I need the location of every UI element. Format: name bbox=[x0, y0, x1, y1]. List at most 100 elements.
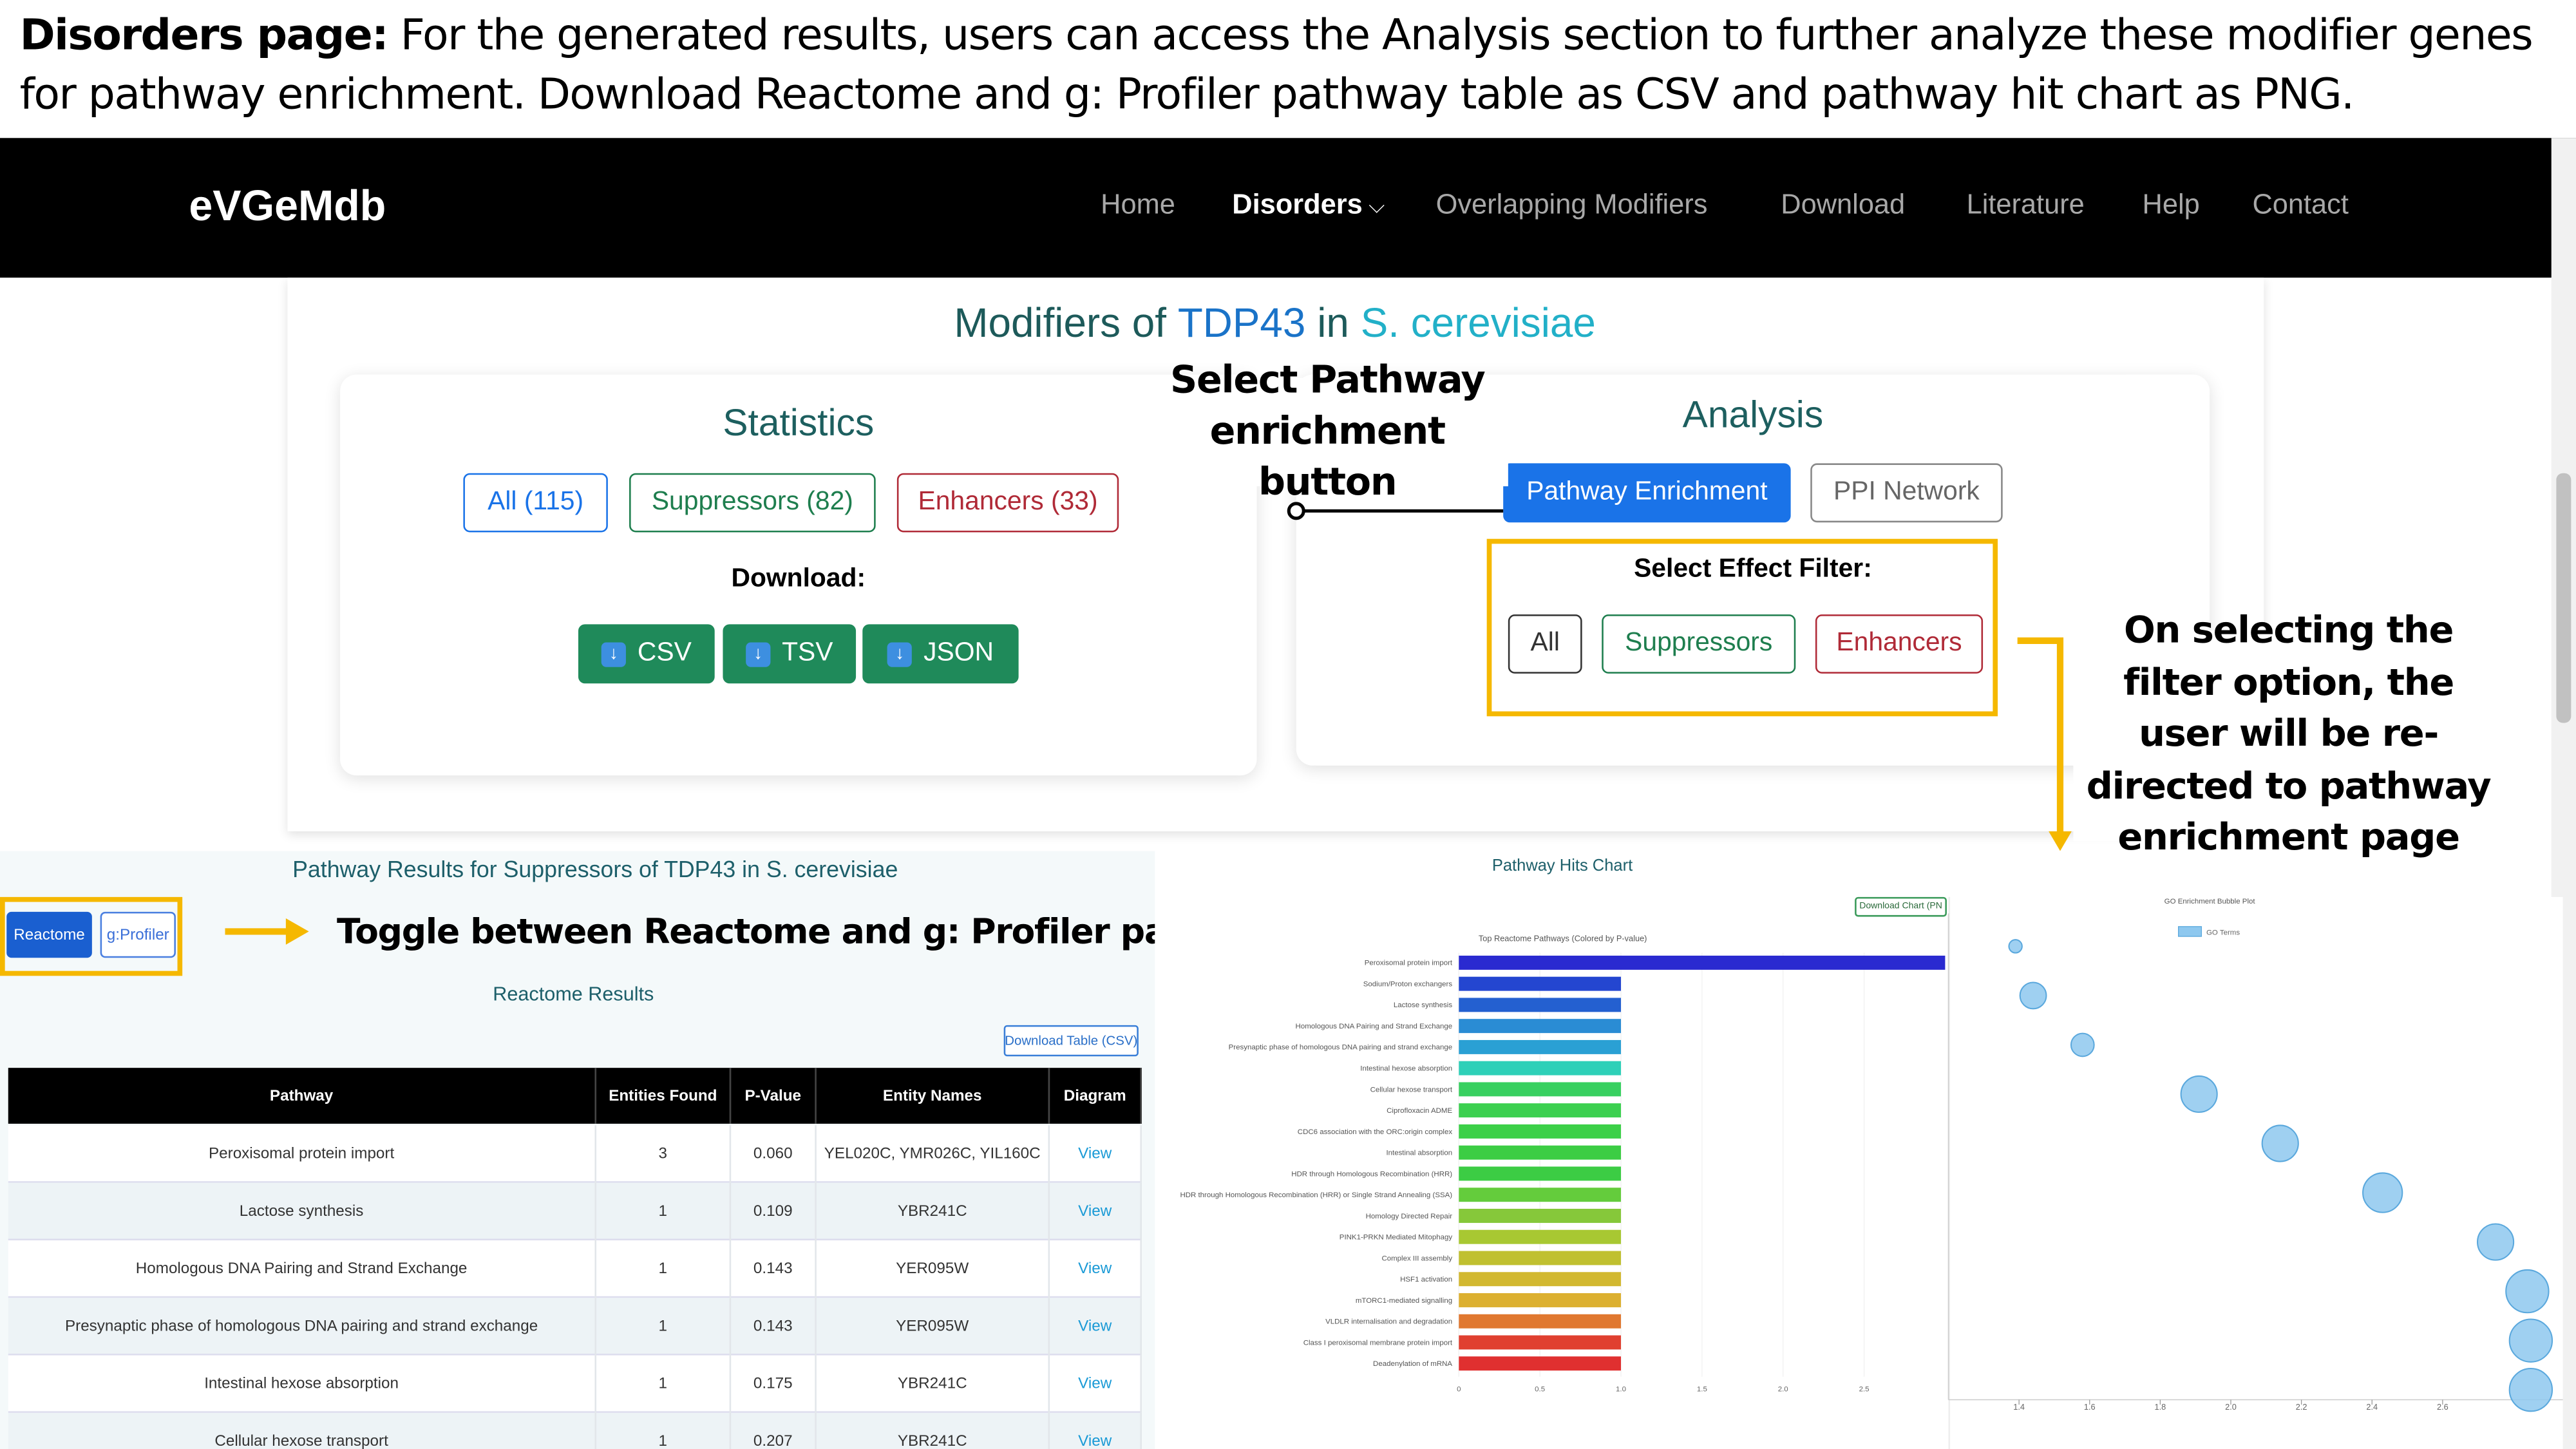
table-cell: Presynaptic phase of homologous DNA pair… bbox=[8, 1298, 597, 1356]
table-cell: Intestinal hexose absorption bbox=[8, 1355, 597, 1413]
hits-title: Pathway Hits Chart bbox=[1492, 857, 1633, 875]
analysis-button[interactable]: Pathway Enrichment bbox=[1503, 463, 1791, 523]
table-header: Entity Names bbox=[816, 1068, 1050, 1124]
download-label: Download: bbox=[731, 565, 866, 593]
brand[interactable]: eVGeMdb bbox=[189, 180, 386, 231]
table-cell: YER095W bbox=[817, 1240, 1050, 1298]
table-cell: 1 bbox=[596, 1355, 732, 1413]
statistics-card bbox=[340, 374, 1257, 776]
title-gene: TDP43 bbox=[1177, 299, 1306, 346]
download-text: TSV bbox=[782, 639, 833, 667]
tab-button[interactable]: g:Profiler bbox=[100, 911, 176, 958]
annotation: On selecting the filter option, the user… bbox=[2073, 610, 2504, 860]
table-cell: 1 bbox=[596, 1182, 732, 1241]
table-cell: YBR241C bbox=[817, 1182, 1050, 1241]
caption-text: For the generated results, users can acc… bbox=[19, 11, 2533, 120]
dropdown-caret bbox=[1368, 197, 1385, 213]
annotation: Toggle between Reactome and g: Profiler … bbox=[336, 911, 1155, 952]
table-row bbox=[8, 1125, 1142, 1183]
table-cell: 3 bbox=[596, 1125, 732, 1183]
stat-button[interactable]: All (115) bbox=[463, 473, 608, 533]
table-row bbox=[8, 1355, 1142, 1413]
table-cell: 0.207 bbox=[731, 1412, 817, 1449]
section-title: Reactome Results bbox=[493, 982, 654, 1006]
navbar: eVGeMdb Home Disorders Overlapping Modifier… bbox=[0, 138, 2576, 278]
highlight-box bbox=[0, 896, 183, 976]
table-row bbox=[8, 1412, 1142, 1449]
hits-panel: Pathway Hits Chart Download Chart (PN bbox=[1155, 851, 1980, 1449]
table-cell: Homologous DNA Pairing and Strand Exchan… bbox=[8, 1240, 597, 1298]
download-icon: ↓ bbox=[887, 641, 913, 667]
nav-link[interactable]: Contact bbox=[2252, 189, 2349, 220]
table-cell: 0.143 bbox=[731, 1298, 817, 1356]
nav-link[interactable]: Download bbox=[1781, 189, 1906, 220]
download-button[interactable]: ↓ JSON bbox=[862, 624, 1019, 684]
download-table-button[interactable]: Download Table (CSV) bbox=[1003, 1025, 1139, 1057]
filter-button[interactable]: Suppressors bbox=[1602, 614, 1796, 674]
download-button[interactable]: ↓ CSV bbox=[578, 624, 715, 684]
results-panel: Pathway Results for Suppressors of TDP43… bbox=[0, 851, 1155, 1449]
table-cell: Cellular hexose transport bbox=[8, 1412, 597, 1449]
table-cell: 0.143 bbox=[731, 1240, 817, 1298]
view-link[interactable]: View bbox=[1050, 1412, 1142, 1449]
table-header: P-Value bbox=[731, 1068, 817, 1124]
scrollbar-thumb bbox=[2556, 473, 2571, 723]
analysis-button[interactable]: PPI Network bbox=[1810, 463, 2003, 523]
view-link[interactable]: View bbox=[1050, 1240, 1142, 1298]
tab-button[interactable]: Reactome bbox=[6, 911, 92, 958]
table-row bbox=[8, 1182, 1142, 1241]
table-cell: Lactose synthesis bbox=[8, 1182, 597, 1241]
modifiers-title: Modifiers of TDP43 in S. cerevisiae bbox=[493, 296, 2057, 352]
nav-link[interactable]: Disorders bbox=[1232, 189, 1363, 220]
caption-lead: Disorders page: bbox=[19, 11, 389, 61]
table-header: Entities Found bbox=[596, 1068, 732, 1124]
stat-button[interactable]: Enhancers (33) bbox=[896, 473, 1119, 533]
table-cell: 1 bbox=[596, 1240, 732, 1298]
title-in: in bbox=[1317, 299, 1349, 346]
nav-link[interactable]: Help bbox=[2142, 189, 2200, 220]
filter-button[interactable]: All bbox=[1508, 614, 1582, 674]
arrow-head bbox=[2049, 831, 2072, 851]
table-cell: 0.109 bbox=[731, 1182, 817, 1241]
table-cell: 1 bbox=[596, 1412, 732, 1449]
caption: Disorders page: For the generated result… bbox=[20, 6, 2550, 125]
filter-button[interactable]: Enhancers bbox=[1815, 614, 1984, 674]
filter-label: Select Effect Filter: bbox=[1634, 555, 1872, 583]
table-cell: YEL020C, YMR026C, YIL160C bbox=[817, 1125, 1050, 1183]
download-chart-button[interactable]: Download Chart (PN bbox=[1855, 896, 1947, 917]
analysis-title: Analysis bbox=[1682, 392, 1824, 435]
results-title: Pathway Results for Suppressors of TDP43… bbox=[292, 856, 898, 882]
table-cell: Peroxisomal protein import bbox=[8, 1125, 597, 1183]
table-row bbox=[8, 1298, 1142, 1356]
table-header: Diagram bbox=[1050, 1068, 1142, 1124]
download-button[interactable]: ↓ TSV bbox=[723, 624, 857, 684]
highlight-box bbox=[1486, 538, 1998, 717]
statistics-title: Statistics bbox=[723, 400, 875, 443]
download-icon: ↓ bbox=[746, 641, 771, 667]
bubble-panel bbox=[1948, 896, 2563, 1449]
table-cell: 0.175 bbox=[731, 1355, 817, 1413]
stat-button[interactable]: Suppressors (82) bbox=[629, 473, 876, 533]
nav-link[interactable]: Overlapping Modifiers bbox=[1435, 189, 1708, 220]
title-prefix: Modifiers of bbox=[954, 299, 1166, 346]
table-cell: YER095W bbox=[817, 1298, 1050, 1356]
download-icon: ↓ bbox=[601, 641, 627, 667]
nav-link[interactable]: Home bbox=[1101, 189, 1175, 220]
table-row bbox=[8, 1240, 1142, 1298]
table-cell: YBR241C bbox=[817, 1412, 1050, 1449]
view-link[interactable]: View bbox=[1050, 1125, 1142, 1183]
annotation: Select Pathway enrichment button bbox=[1146, 359, 1508, 504]
table-cell: 1 bbox=[596, 1298, 732, 1356]
view-link[interactable]: View bbox=[1050, 1182, 1142, 1241]
table-cell: 0.060 bbox=[731, 1125, 817, 1183]
table-cell: YBR241C bbox=[817, 1355, 1050, 1413]
download-text: CSV bbox=[637, 639, 692, 667]
title-organism: S. cerevisiae bbox=[1360, 299, 1596, 346]
view-link[interactable]: View bbox=[1050, 1298, 1142, 1356]
nav-link[interactable]: Literature bbox=[1966, 189, 2085, 220]
view-link[interactable]: View bbox=[1050, 1355, 1142, 1413]
table-header: Pathway bbox=[8, 1068, 597, 1124]
download-text: JSON bbox=[923, 639, 994, 667]
